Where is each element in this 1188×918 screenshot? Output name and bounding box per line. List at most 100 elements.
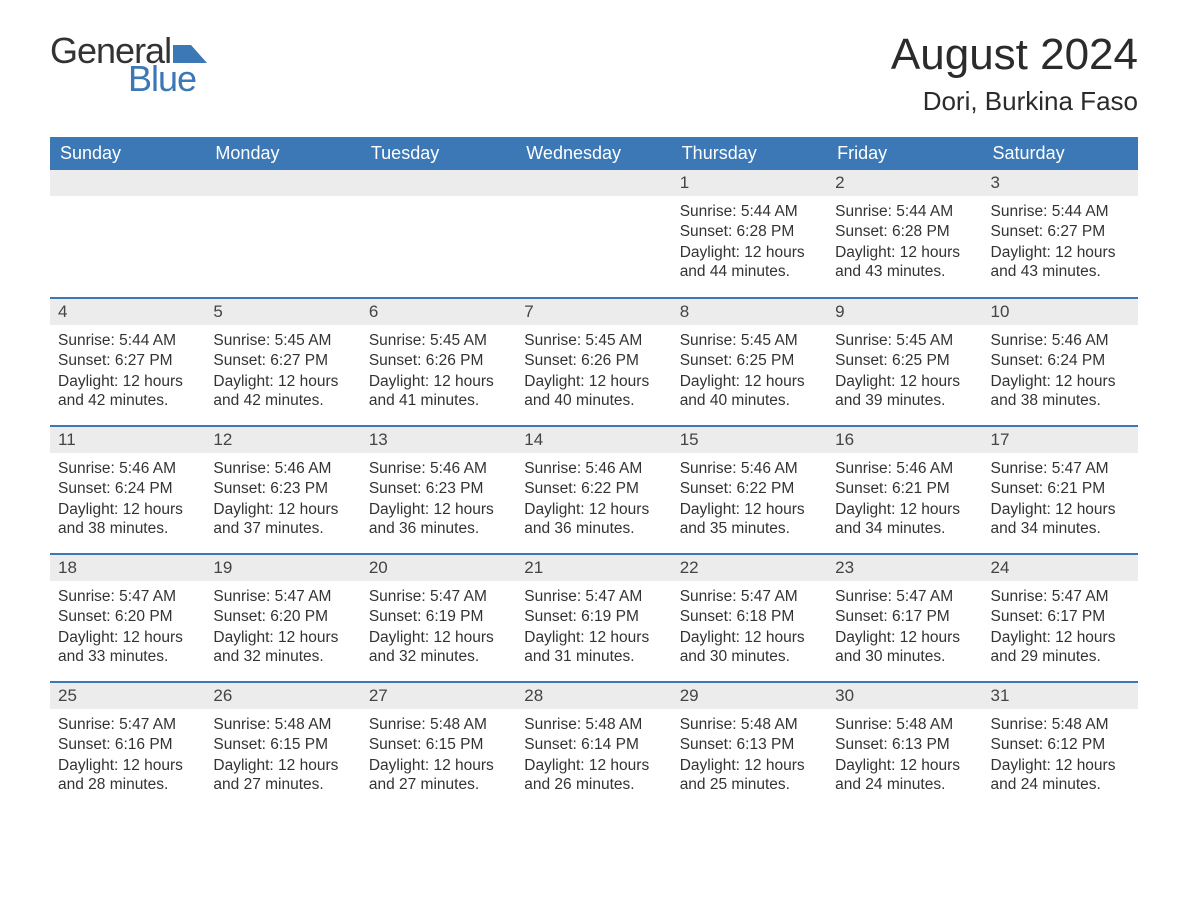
logo-text-2: Blue [128, 58, 196, 100]
daylight-line: Daylight: 12 hours and 26 minutes. [524, 756, 663, 795]
day-content: Sunrise: 5:46 AMSunset: 6:23 PMDaylight:… [361, 453, 516, 546]
calendar-day-cell: 13Sunrise: 5:46 AMSunset: 6:23 PMDayligh… [361, 426, 516, 554]
daylight-line: Daylight: 12 hours and 34 minutes. [991, 500, 1130, 539]
weekday-header: Tuesday [361, 137, 516, 170]
daylight-line: Daylight: 12 hours and 33 minutes. [58, 628, 197, 667]
sunrise-line: Sunrise: 5:44 AM [991, 202, 1130, 221]
day-content: Sunrise: 5:46 AMSunset: 6:21 PM Daylight:… [827, 453, 982, 546]
day-content: Sunrise: 5:48 AMSunset: 6:12 PMDaylight:… [983, 709, 1138, 802]
sunset-line: Sunset: 6:21 PM [991, 479, 1130, 498]
day-number [516, 170, 671, 196]
calendar-week-row: 1Sunrise: 5:44 AMSunset: 6:28 PMDaylight… [50, 170, 1138, 298]
day-content: Sunrise: 5:48 AMSunset: 6:15 PMDaylight:… [205, 709, 360, 802]
sunset-line: Sunset: 6:24 PM [58, 479, 197, 498]
calendar-day-cell: 26Sunrise: 5:48 AMSunset: 6:15 PMDayligh… [205, 682, 360, 810]
day-number: 15 [672, 427, 827, 453]
day-number: 16 [827, 427, 982, 453]
day-content: Sunrise: 5:47 AMSunset: 6:21 PMDaylight:… [983, 453, 1138, 546]
calendar-header-row: Sunday Monday Tuesday Wednesday Thursday… [50, 137, 1138, 170]
calendar-day-cell [205, 170, 360, 298]
sunset-line: Sunset: 6:21 PM [835, 479, 974, 498]
day-number: 20 [361, 555, 516, 581]
calendar-day-cell: 23Sunrise: 5:47 AMSunset: 6:17 PMDayligh… [827, 554, 982, 682]
calendar-day-cell: 29Sunrise: 5:48 AMSunset: 6:13 PMDayligh… [672, 682, 827, 810]
day-number: 10 [983, 299, 1138, 325]
sunrise-line: Sunrise: 5:47 AM [991, 587, 1130, 606]
sunrise-line: Sunrise: 5:44 AM [835, 202, 974, 221]
day-number: 5 [205, 299, 360, 325]
sunrise-line: Sunrise: 5:44 AM [680, 202, 819, 221]
daylight-line: Daylight: 12 hours and 43 minutes. [835, 243, 974, 282]
daylight-line: Daylight: 12 hours and 24 minutes. [835, 756, 974, 795]
day-number [361, 170, 516, 196]
sunset-line: Sunset: 6:24 PM [991, 351, 1130, 370]
calendar-table: Sunday Monday Tuesday Wednesday Thursday… [50, 137, 1138, 810]
daylight-line: Daylight: 12 hours and 25 minutes. [680, 756, 819, 795]
daylight-line: Daylight: 12 hours and 24 minutes. [991, 756, 1130, 795]
daylight-line: Daylight: 12 hours and 30 minutes. [835, 628, 974, 667]
daylight-line: Daylight: 12 hours and 44 minutes. [680, 243, 819, 282]
day-number: 21 [516, 555, 671, 581]
sunrise-line: Sunrise: 5:45 AM [835, 331, 974, 350]
calendar-day-cell: 4Sunrise: 5:44 AMSunset: 6:27 PMDaylight… [50, 298, 205, 426]
sunset-line: Sunset: 6:18 PM [680, 607, 819, 626]
sunset-line: Sunset: 6:26 PM [524, 351, 663, 370]
sunrise-line: Sunrise: 5:48 AM [991, 715, 1130, 734]
weekday-header: Friday [827, 137, 982, 170]
day-content: Sunrise: 5:44 AMSunset: 6:28 PMDaylight:… [672, 196, 827, 289]
day-content: Sunrise: 5:45 AMSunset: 6:26 PMDaylight:… [516, 325, 671, 418]
sunrise-line: Sunrise: 5:46 AM [835, 459, 974, 478]
sunrise-line: Sunrise: 5:46 AM [680, 459, 819, 478]
sunset-line: Sunset: 6:19 PM [524, 607, 663, 626]
calendar-day-cell: 5Sunrise: 5:45 AMSunset: 6:27 PMDaylight… [205, 298, 360, 426]
sunset-line: Sunset: 6:19 PM [369, 607, 508, 626]
daylight-line: Daylight: 12 hours and 37 minutes. [213, 500, 352, 539]
day-number: 17 [983, 427, 1138, 453]
day-content: Sunrise: 5:47 AMSunset: 6:19 PMDaylight:… [516, 581, 671, 674]
calendar-day-cell: 30Sunrise: 5:48 AMSunset: 6:13 PMDayligh… [827, 682, 982, 810]
day-number: 1 [672, 170, 827, 196]
calendar-week-row: 18Sunrise: 5:47 AMSunset: 6:20 PMDayligh… [50, 554, 1138, 682]
sunset-line: Sunset: 6:23 PM [369, 479, 508, 498]
calendar-day-cell: 16 Sunrise: 5:46 AMSunset: 6:21 PM Dayligh… [827, 426, 982, 554]
sunset-line: Sunset: 6:14 PM [524, 735, 663, 754]
calendar-day-cell [50, 170, 205, 298]
sunrise-line: Sunrise: 5:47 AM [835, 587, 974, 606]
daylight-line: Daylight: 12 hours and 40 minutes. [680, 372, 819, 411]
day-number: 31 [983, 683, 1138, 709]
daylight-line: Daylight: 12 hours and 36 minutes. [524, 500, 663, 539]
daylight-line: Daylight: 12 hours and 27 minutes. [369, 756, 508, 795]
sunset-line: Sunset: 6:15 PM [369, 735, 508, 754]
daylight-line: Daylight: 12 hours and 34 minutes. [835, 500, 974, 539]
sunrise-line: Sunrise: 5:45 AM [524, 331, 663, 350]
location: Dori, Burkina Faso [891, 86, 1138, 117]
daylight-line: Daylight: 12 hours and 32 minutes. [213, 628, 352, 667]
day-number: 19 [205, 555, 360, 581]
day-content: Sunrise: 5:46 AMSunset: 6:24 PMDaylight:… [50, 453, 205, 546]
day-number: 12 [205, 427, 360, 453]
sunrise-line: Sunrise: 5:47 AM [58, 715, 197, 734]
sunset-line: Sunset: 6:17 PM [991, 607, 1130, 626]
calendar-day-cell: 21Sunrise: 5:47 AMSunset: 6:19 PMDayligh… [516, 554, 671, 682]
calendar-day-cell: 14Sunrise: 5:46 AMSunset: 6:22 PMDayligh… [516, 426, 671, 554]
calendar-day-cell: 15Sunrise: 5:46 AMSunset: 6:22 PMDayligh… [672, 426, 827, 554]
day-number: 13 [361, 427, 516, 453]
calendar-day-cell: 27Sunrise: 5:48 AMSunset: 6:15 PMDayligh… [361, 682, 516, 810]
day-number: 25 [50, 683, 205, 709]
sunrise-line: Sunrise: 5:47 AM [524, 587, 663, 606]
day-content: Sunrise: 5:47 AMSunset: 6:20 PMDaylight:… [50, 581, 205, 674]
day-number: 26 [205, 683, 360, 709]
sunset-line: Sunset: 6:27 PM [58, 351, 197, 370]
day-content: Sunrise: 5:48 AMSunset: 6:14 PMDaylight:… [516, 709, 671, 802]
calendar-day-cell: 8Sunrise: 5:45 AMSunset: 6:25 PMDaylight… [672, 298, 827, 426]
daylight-line: Daylight: 12 hours and 43 minutes. [991, 243, 1130, 282]
day-number: 28 [516, 683, 671, 709]
sunrise-line: Sunrise: 5:47 AM [680, 587, 819, 606]
day-number [205, 170, 360, 196]
day-number: 9 [827, 299, 982, 325]
day-number: 18 [50, 555, 205, 581]
sunset-line: Sunset: 6:25 PM [680, 351, 819, 370]
day-content: Sunrise: 5:46 AMSunset: 6:24 PMDaylight:… [983, 325, 1138, 418]
sunrise-line: Sunrise: 5:46 AM [524, 459, 663, 478]
sunset-line: Sunset: 6:13 PM [680, 735, 819, 754]
